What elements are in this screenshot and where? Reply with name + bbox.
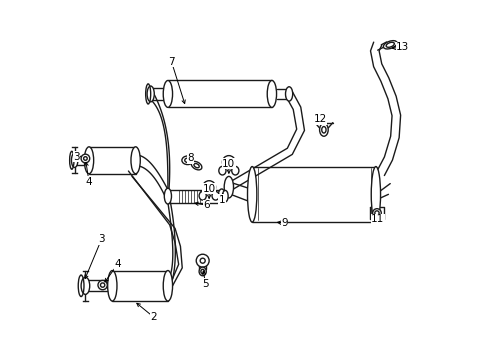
Bar (112, 271, 168, 301)
Text: 4: 4 (86, 177, 92, 187)
Ellipse shape (84, 147, 94, 174)
Ellipse shape (131, 147, 140, 174)
Ellipse shape (286, 87, 293, 101)
Text: 1: 1 (219, 195, 225, 205)
Ellipse shape (163, 271, 172, 301)
Ellipse shape (164, 188, 171, 204)
Text: 5: 5 (202, 279, 209, 289)
Text: 3: 3 (73, 152, 80, 162)
Text: 11: 11 (371, 215, 384, 224)
Text: 2: 2 (150, 312, 157, 322)
Ellipse shape (224, 176, 234, 198)
Bar (168, 81, 272, 107)
Text: 4: 4 (114, 259, 121, 269)
Ellipse shape (267, 81, 276, 107)
Ellipse shape (196, 254, 209, 267)
Ellipse shape (222, 190, 228, 202)
Text: 9: 9 (281, 218, 288, 228)
Ellipse shape (199, 192, 206, 200)
Text: 7: 7 (168, 57, 175, 67)
Ellipse shape (212, 192, 219, 200)
Ellipse shape (191, 161, 202, 170)
Text: 12: 12 (314, 114, 327, 124)
Text: 10: 10 (202, 184, 216, 194)
Ellipse shape (72, 153, 78, 167)
Ellipse shape (108, 271, 117, 301)
Text: 6: 6 (203, 200, 210, 210)
Ellipse shape (182, 156, 194, 165)
Ellipse shape (247, 167, 257, 222)
Text: 13: 13 (396, 42, 410, 52)
Text: 3: 3 (98, 234, 105, 244)
Ellipse shape (371, 167, 381, 222)
Bar (252, 167, 376, 222)
Ellipse shape (218, 189, 225, 203)
Ellipse shape (373, 209, 381, 217)
Ellipse shape (222, 156, 235, 168)
Text: 8: 8 (187, 153, 194, 163)
Bar (89, 147, 136, 174)
Ellipse shape (147, 86, 154, 102)
Ellipse shape (98, 280, 107, 290)
Ellipse shape (81, 277, 90, 294)
Ellipse shape (203, 181, 216, 194)
Ellipse shape (319, 123, 328, 136)
Text: 10: 10 (222, 159, 235, 169)
Ellipse shape (219, 166, 226, 175)
Ellipse shape (81, 154, 90, 163)
Ellipse shape (199, 267, 206, 276)
Ellipse shape (383, 41, 397, 49)
Ellipse shape (163, 81, 172, 107)
Ellipse shape (232, 166, 239, 175)
